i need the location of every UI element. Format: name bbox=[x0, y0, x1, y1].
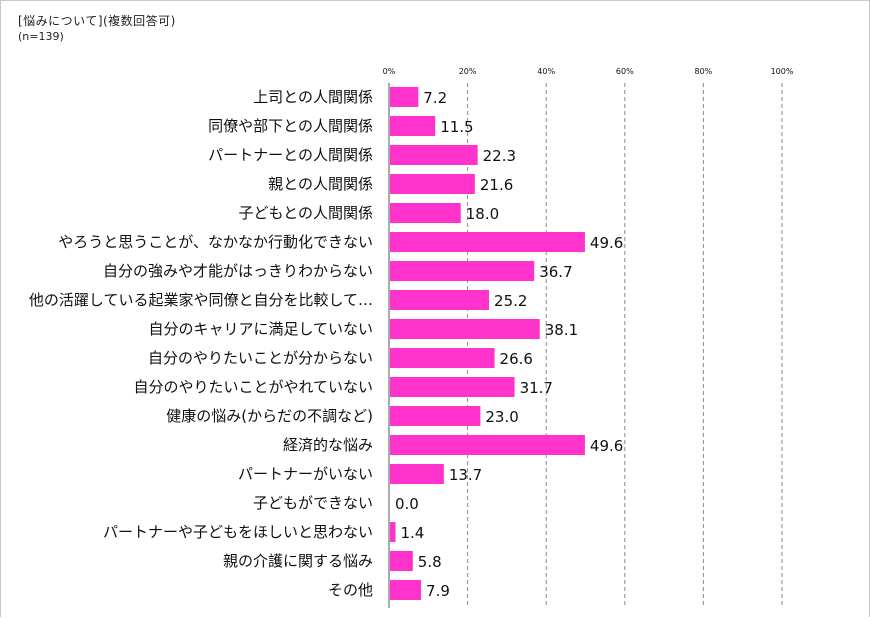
x-tick-label: 100% bbox=[771, 67, 794, 76]
bar bbox=[390, 348, 495, 368]
value-label: 49.6 bbox=[590, 234, 623, 252]
value-label: 23.0 bbox=[485, 408, 518, 426]
chart-subtitle: (n=139) bbox=[18, 30, 64, 43]
value-label: 7.9 bbox=[426, 582, 450, 600]
value-label: 1.4 bbox=[401, 524, 425, 542]
value-label: 22.3 bbox=[483, 147, 516, 165]
bar bbox=[390, 203, 461, 223]
value-label: 31.7 bbox=[520, 379, 553, 397]
bar bbox=[390, 116, 436, 136]
value-label: 36.7 bbox=[539, 263, 572, 281]
bar bbox=[390, 377, 515, 397]
category-label: パートナーがいない bbox=[238, 465, 373, 483]
bar bbox=[390, 290, 490, 310]
category-label: 子どもとの人間関係 bbox=[238, 204, 373, 222]
value-label: 5.8 bbox=[418, 553, 442, 571]
value-label: 26.6 bbox=[500, 350, 533, 368]
bar bbox=[390, 522, 396, 542]
bar bbox=[390, 406, 481, 426]
category-label: 自分のやりたいことがやれていない bbox=[133, 378, 373, 396]
category-label: 自分のやりたいことが分からない bbox=[148, 349, 373, 367]
category-label: 自分のキャリアに満足していない bbox=[148, 320, 373, 338]
category-label: 上司との人間関係 bbox=[253, 88, 373, 106]
category-label: やろうと思うことが、なかなか行動化できない bbox=[58, 233, 373, 251]
bar bbox=[390, 464, 444, 484]
bar bbox=[390, 232, 585, 252]
bar bbox=[390, 580, 422, 600]
bar bbox=[390, 174, 475, 194]
value-label: 49.6 bbox=[590, 437, 623, 455]
bar bbox=[390, 435, 585, 455]
category-label: パートナーや子どもをほしいと思わない bbox=[103, 523, 373, 541]
category-label: 他の活躍している起業家や同僚と自分を比較して… bbox=[29, 291, 373, 309]
category-label: 親との人間関係 bbox=[268, 175, 373, 193]
value-label: 38.1 bbox=[545, 321, 578, 339]
bar bbox=[390, 551, 413, 571]
x-tick-label: 0% bbox=[383, 67, 396, 76]
category-label: 経済的な悩み bbox=[283, 436, 373, 454]
value-label: 0.0 bbox=[395, 495, 419, 513]
category-label: 親の介護に関する悩み bbox=[223, 552, 373, 570]
category-label: 子どもができない bbox=[253, 494, 373, 512]
value-label: 7.2 bbox=[423, 89, 447, 107]
category-label: 自分の強みや才能がはっきりわからない bbox=[103, 262, 373, 280]
category-label: 健康の悩み(からだの不調など) bbox=[166, 407, 373, 425]
x-tick-label: 20% bbox=[459, 67, 477, 76]
category-label: その他 bbox=[328, 581, 373, 599]
value-label: 18.0 bbox=[466, 205, 499, 223]
x-tick-label: 40% bbox=[537, 67, 555, 76]
bar bbox=[390, 145, 478, 165]
chart-title: [悩みについて](複数回答可) bbox=[18, 14, 176, 28]
value-label: 11.5 bbox=[440, 118, 473, 136]
bar bbox=[390, 261, 535, 281]
value-label: 25.2 bbox=[494, 292, 527, 310]
category-label: パートナーとの人間関係 bbox=[208, 146, 373, 164]
value-label: 13.7 bbox=[449, 466, 482, 484]
category-label: 同僚や部下との人間関係 bbox=[208, 117, 373, 135]
x-tick-label: 80% bbox=[695, 67, 713, 76]
bar bbox=[390, 87, 419, 107]
x-tick-label: 60% bbox=[616, 67, 634, 76]
value-label: 21.6 bbox=[480, 176, 513, 194]
bar bbox=[390, 319, 540, 339]
